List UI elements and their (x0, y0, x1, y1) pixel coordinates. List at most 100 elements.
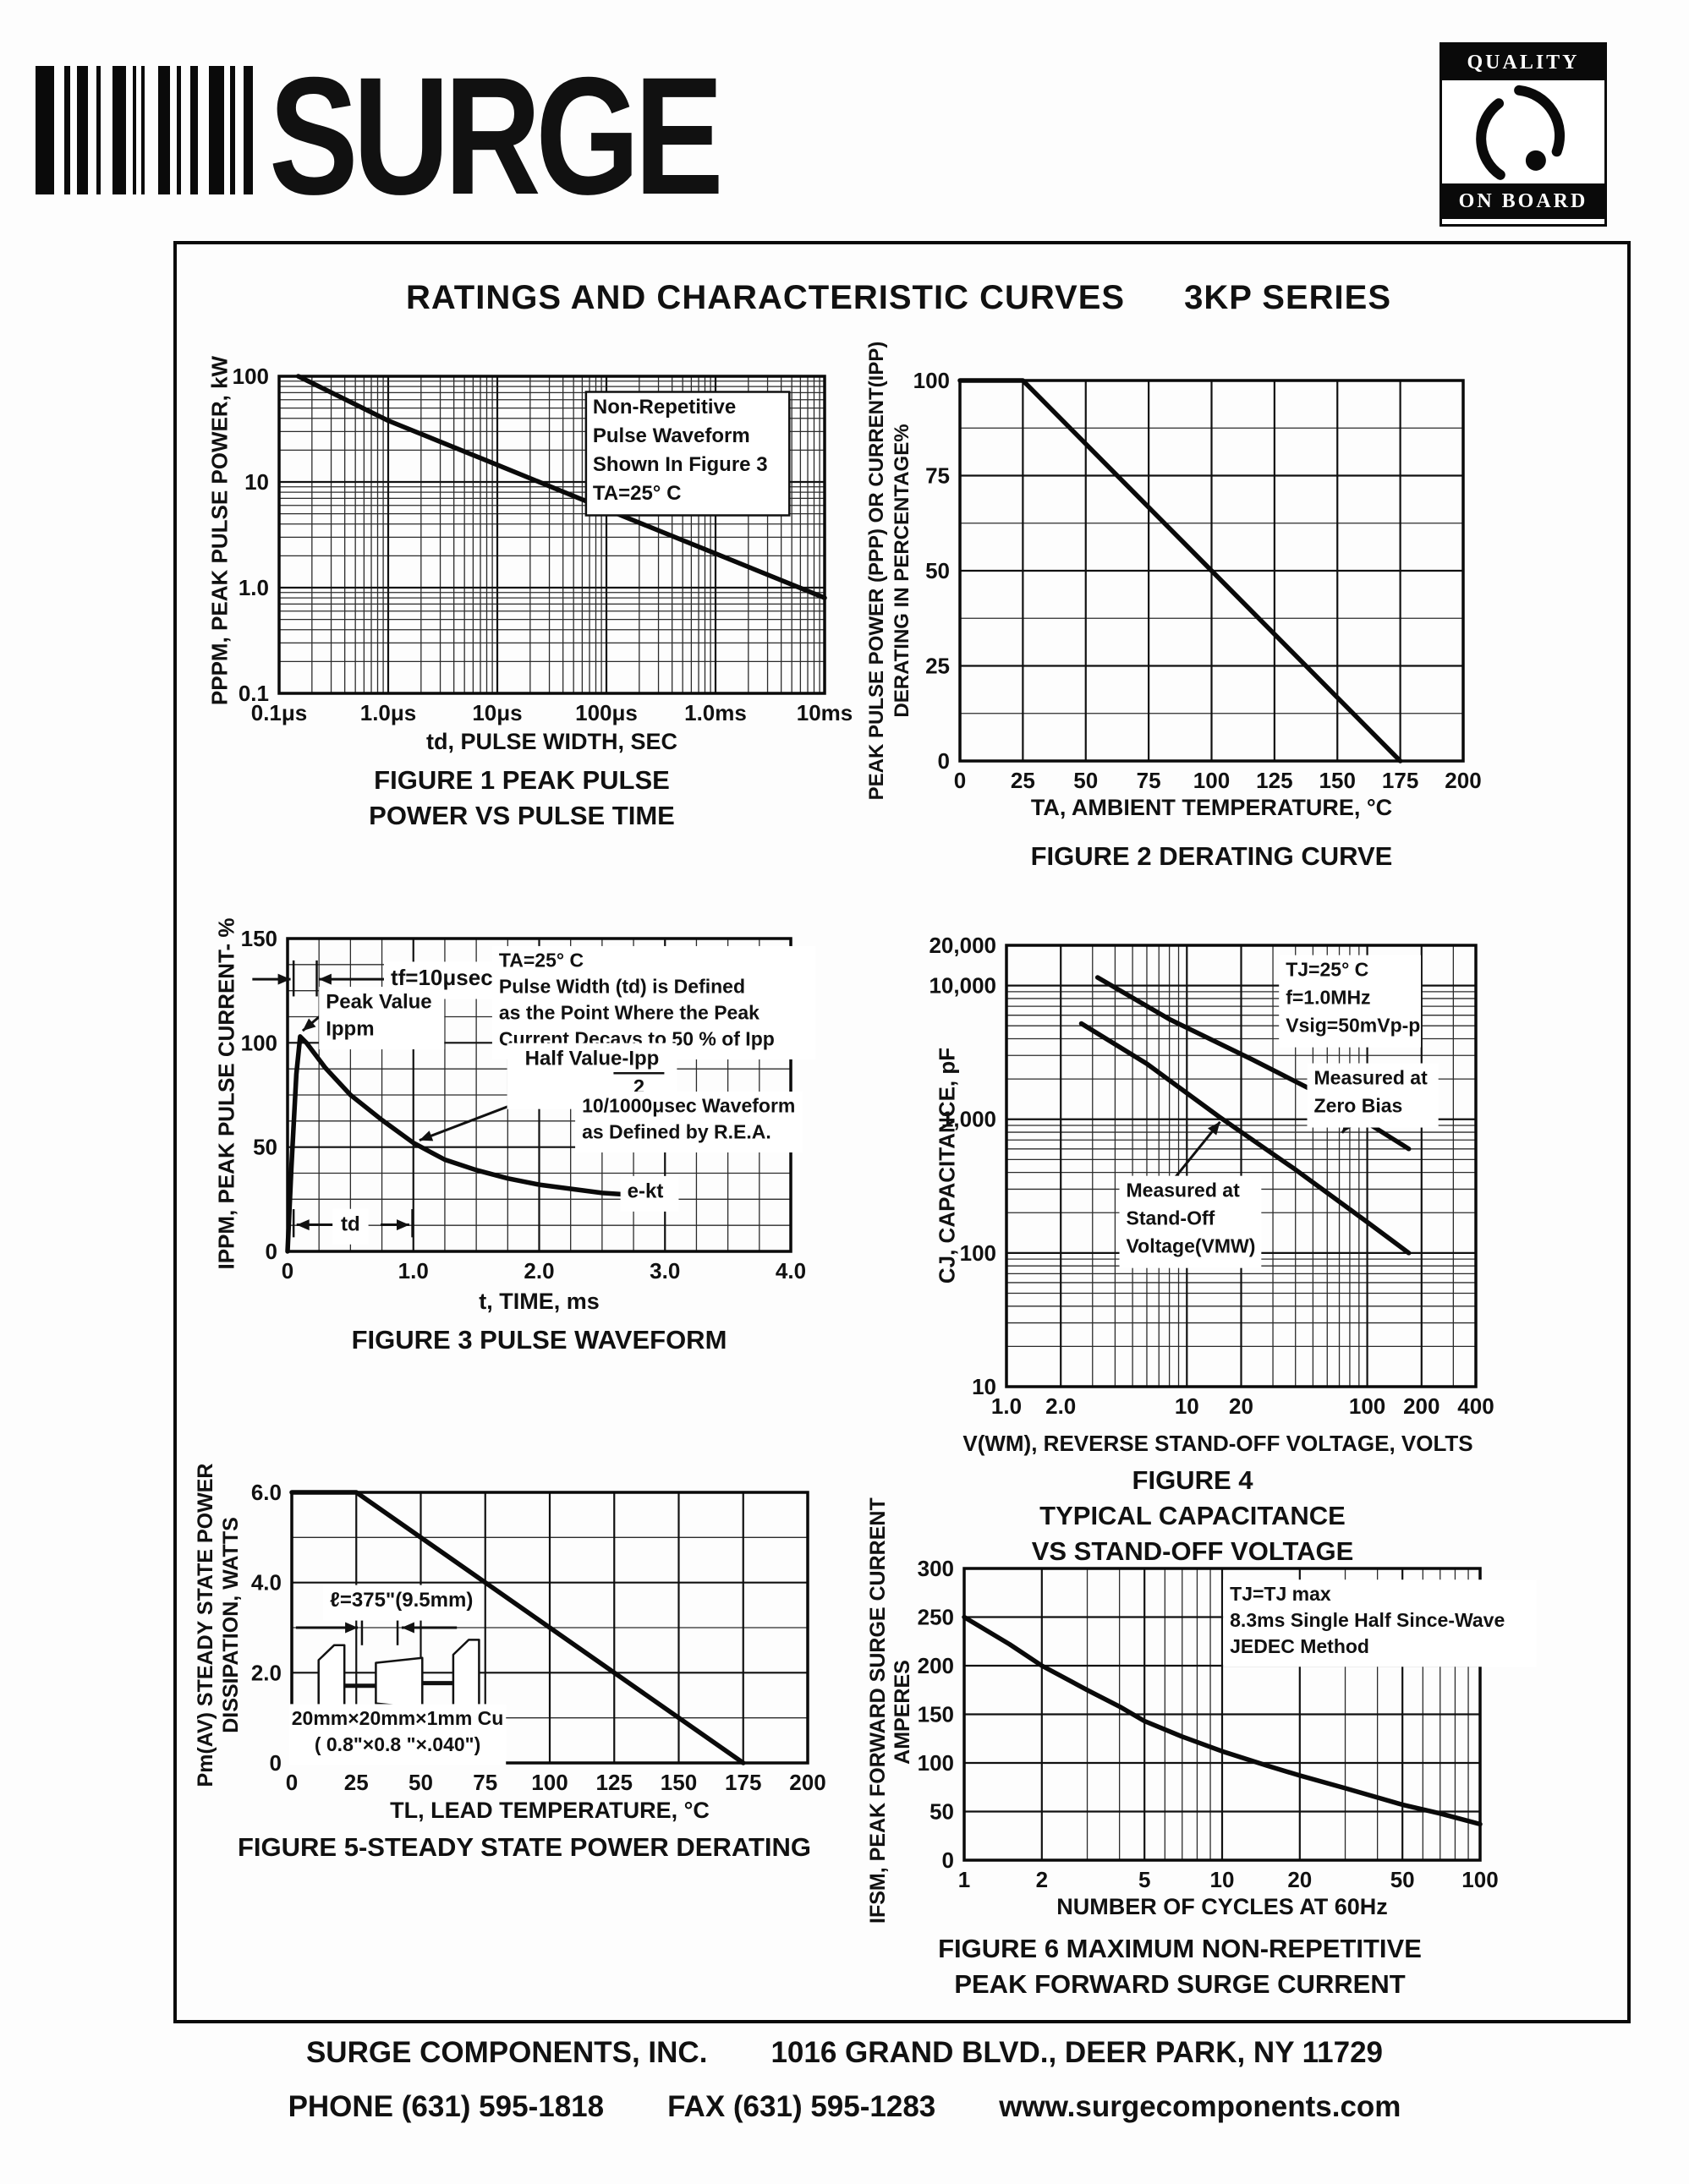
fig3-y-tick: 50 (253, 1135, 277, 1160)
fig2-plot-border (958, 379, 1465, 763)
fig3-x-tick: 1.0 (398, 1258, 429, 1284)
arrow-head-icon (302, 1018, 316, 1032)
figure4-x-axis-label: V(WM), REVERSE STAND-OFF VOLTAGE, VOLTS (962, 1431, 1473, 1456)
figure1-caption: FIGURE 1 PEAK PULSE POWER VS PULSE TIME (369, 765, 675, 830)
fig3-annotation-text: Pulse Width (td) is Defined (499, 976, 745, 998)
fig5-x-tick: 25 (344, 1770, 369, 1795)
fig5-annotation-box (323, 1585, 482, 1621)
figure5-x-axis-label: TL, LEAD TEMPERATURE, °C (390, 1798, 710, 1823)
arrow-head-icon (419, 1130, 434, 1141)
fig6-y-tick: 300 (918, 1556, 954, 1581)
fig3-annotation-text: TA=25° C (499, 950, 584, 972)
fig2-series-derating (957, 378, 1403, 764)
fig5-plot-border (290, 1491, 809, 1765)
fig4-annotation-box (1279, 955, 1422, 1048)
fig6-y-tick: 50 (929, 1799, 954, 1825)
figure6-surge-current-chart: 1 2 5 10 20 50 100 0 50 100 150 200 250 300 TJ=TJ max 8… (918, 1556, 1537, 1892)
badge-emblem (1442, 80, 1604, 183)
fig6-x-tick: 5 (1138, 1867, 1150, 1892)
fig4-annotation-text: Voltage(VMW) (1127, 1234, 1256, 1256)
badge-bottom-band: ON BOARD (1442, 183, 1604, 219)
arrow-head-icon (296, 1219, 310, 1231)
fig6-annotation-text: 8.3ms Single Half Since-Wave (1230, 1609, 1505, 1631)
fig2-x-tick: 25 (1011, 768, 1035, 793)
figure1-y-axis-label: PPPM, PEAK PULSE POWER, kW (206, 355, 233, 706)
fig4-y-tick: 20,000 (929, 933, 996, 958)
figure1-peak-pulse-power-chart: 0.1μs 1.0μs 10μs 100μs 1.0ms 10ms 100 10 1.0 0.1 N… (233, 364, 853, 725)
fig4-x-tick: 100 (1349, 1393, 1385, 1419)
fig5-x-tick: 150 (661, 1770, 697, 1795)
fig4-y-tick: 10 (972, 1374, 996, 1399)
fig3-y-tick: 0 (266, 1239, 277, 1264)
fig5-y-tick: 6.0 (251, 1480, 282, 1505)
fig4-annotation-text: Measured at (1314, 1066, 1429, 1088)
page-title: RATINGS AND CHARACTERISTIC CURVES 3KP SER… (173, 279, 1624, 317)
fig4-y-tick: 100 (960, 1240, 996, 1266)
figure6-x-axis-label: NUMBER OF CYCLES AT 60Hz (1056, 1894, 1388, 1919)
fig4-x-tick: 200 (1403, 1393, 1439, 1419)
fig6-series-peak-forward-surge-current (962, 1614, 1483, 1827)
surge-logo: SURGE (36, 52, 831, 220)
fig1-x-tick: 1.0ms (684, 700, 747, 725)
page-title-text: RATINGS AND CHARACTERISTIC CURVES (406, 279, 1126, 316)
fig3-x-tick: 3.0 (650, 1258, 680, 1284)
fig6-y-tick: 100 (918, 1750, 954, 1776)
fig4-annotation-box (1307, 1063, 1439, 1128)
fig2-y-tick: 75 (925, 463, 950, 489)
fig2-x-tick: 200 (1445, 768, 1481, 793)
page-border (173, 241, 1631, 2023)
barcode-stripes-icon (36, 66, 257, 199)
figure2-y-axis-label: PEAK PULSE POWER (PPP) OR CURRENT(IPP) D… (865, 341, 913, 801)
fig3-annotation-text: Peak Value (326, 991, 431, 1014)
fig2-y-tick: 100 (913, 368, 950, 393)
fig5-x-tick: 75 (473, 1770, 497, 1795)
arrow-head-icon (401, 1622, 414, 1634)
footer-website: www.surgecomponents.com (999, 2090, 1401, 2123)
fig3-annotation-text: as the Point Where the Peak (499, 1002, 760, 1024)
footer-address: 1016 GRAND BLVD., DEER PARK, NY 11729 (770, 2036, 1384, 2069)
fig6-annotation-box (1223, 1579, 1537, 1667)
arrow-head-icon (277, 973, 291, 985)
arrow-head-icon (345, 1622, 359, 1634)
series-name: 3KP SERIES (1184, 279, 1391, 316)
fig3-x-tick: 2.0 (524, 1258, 554, 1284)
fig1-y-tick: 0.1 (239, 681, 269, 706)
fig3-annotation-text: as Defined by R.E.A. (582, 1121, 771, 1143)
fig6-x-tick: 100 (1461, 1867, 1498, 1892)
fig5-y-tick: 4.0 (251, 1570, 282, 1596)
fig1-x-tick: 10μs (472, 700, 522, 725)
figure4-capacitance-chart: 1.0 2.0 10 20 100 200 400 20,000 10,000 1,000 100 1… (929, 933, 1494, 1419)
fig4-annotation-text: Zero Bias (1314, 1094, 1403, 1116)
fig6-x-tick: 2 (1036, 1867, 1048, 1892)
fig1-y-tick: 10 (244, 469, 269, 495)
fig2-y-tick: 0 (938, 748, 950, 774)
fig6-annotation-text: JEDEC Method (1230, 1635, 1369, 1657)
fig6-x-tick: 50 (1390, 1867, 1415, 1892)
arrow-head-icon (1208, 1121, 1220, 1136)
fig4-annotation-text: Measured at (1127, 1179, 1241, 1201)
fig5-annotation-box (288, 1704, 507, 1765)
footer-contact-line: PHONE (631) 595-1818 FAX (631) 595-1283 ww… (0, 2090, 1689, 2124)
fig5-x-tick: 50 (409, 1770, 433, 1795)
fig5-x-tick: 200 (789, 1770, 825, 1795)
fig4-annotation-text: f=1.0MHz (1286, 986, 1370, 1008)
fig2-y-tick: 25 (925, 654, 950, 679)
fig3-annotation-text: td (341, 1212, 360, 1235)
figure5-power-derating-chart: 0 25 50 75 100 125 150 175 200 6.0 4.0 2.0 0 ℓ=375"(9… (251, 1480, 826, 1795)
footer-company: SURGE COMPONENTS, INC. (305, 2036, 708, 2069)
fig4-annotation-text: Stand-Off (1127, 1207, 1215, 1229)
fig4-x-tick: 10 (1175, 1393, 1199, 1419)
fig2-y-tick: 50 (925, 558, 950, 583)
quality-swirl-icon (1476, 85, 1566, 180)
footer-fax: FAX (631) 595-1283 (667, 2090, 936, 2123)
fig4-annotation-box (1119, 1175, 1262, 1268)
figure3-x-axis-label: t, TIME, ms (479, 1289, 600, 1314)
figure6-y-axis-label: IFSM, PEAK FORWARD SURGE CURRENT AMPERES (866, 1497, 914, 1924)
fig2-x-tick: 50 (1073, 768, 1098, 793)
fig1-annotation-text: Pulse Waveform (593, 424, 750, 447)
fig6-plot-border (962, 1567, 1482, 1862)
fig6-x-tick: 20 (1287, 1867, 1312, 1892)
fig1-x-tick: 1.0μs (360, 700, 417, 725)
fig4-series-measured-at-stand-off-voltage (1078, 1021, 1412, 1256)
